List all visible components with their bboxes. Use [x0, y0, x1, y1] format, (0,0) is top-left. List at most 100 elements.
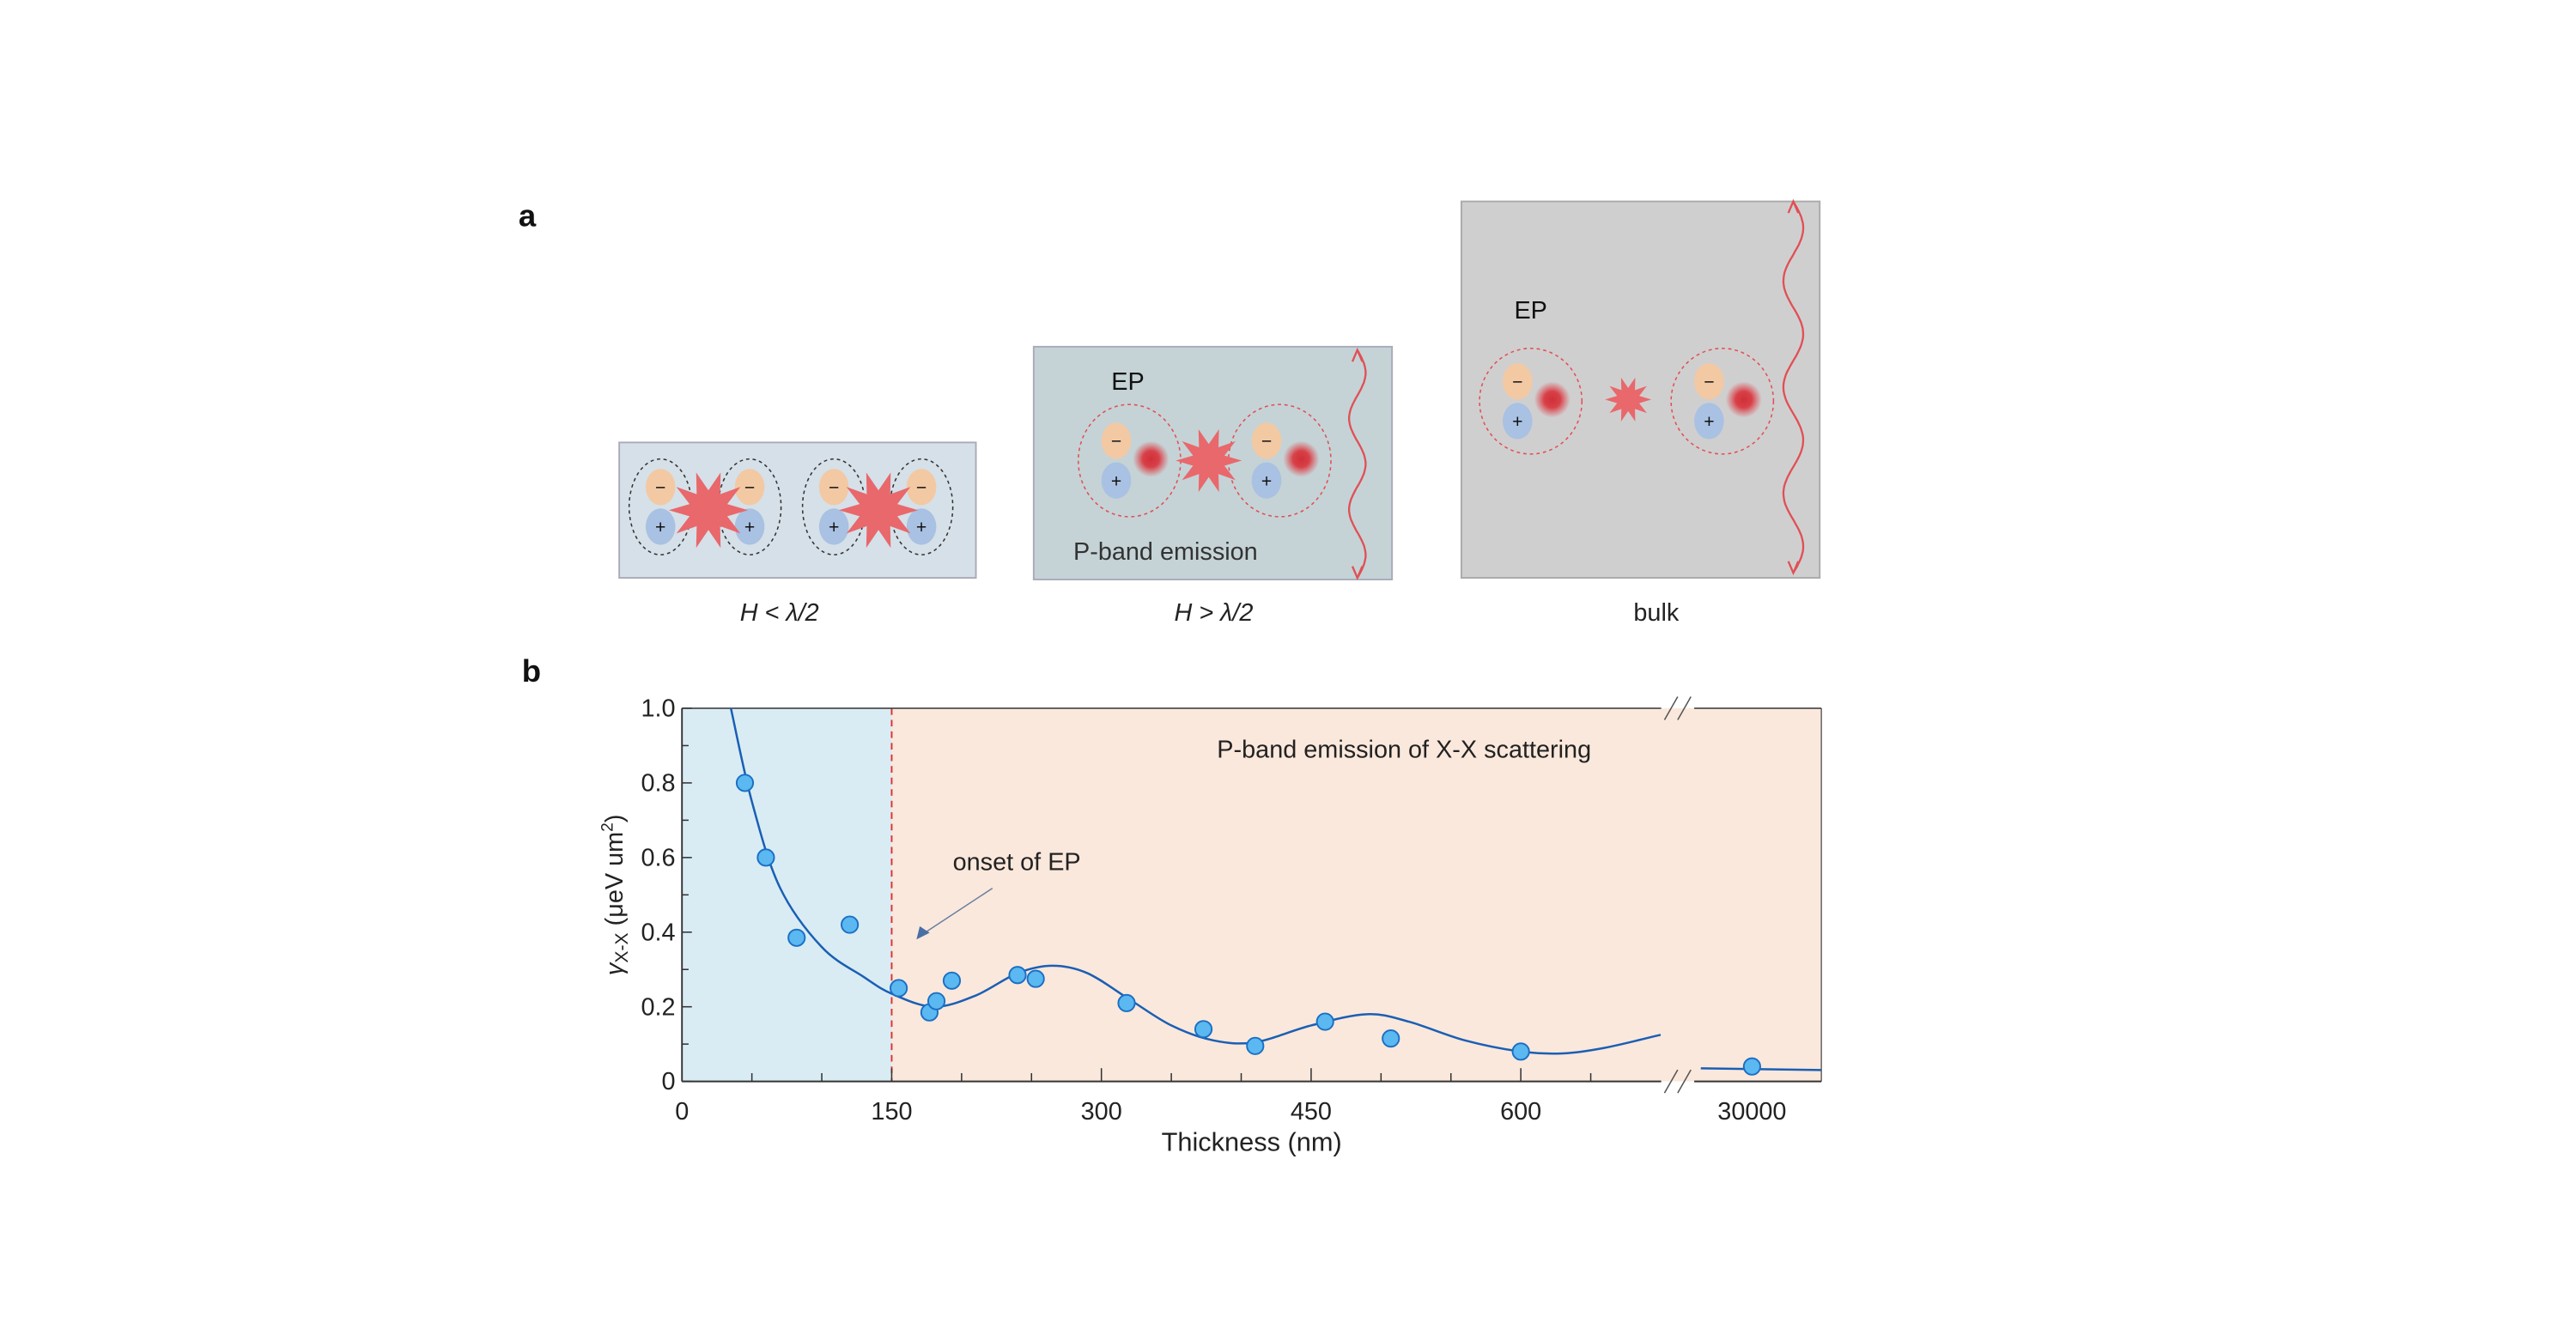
data-point — [1382, 1029, 1400, 1048]
minus-sign: − — [655, 478, 665, 498]
axis-break-icon — [1663, 696, 1692, 720]
y-axis-label: γX-X (μeV um2) — [598, 815, 631, 976]
minus-sign: − — [1111, 432, 1121, 452]
data-point — [1315, 1012, 1334, 1031]
plus-sign: + — [1111, 471, 1121, 491]
hole-icon — [645, 508, 676, 545]
plus-sign: + — [1261, 471, 1272, 491]
hole-icon — [906, 508, 937, 545]
hole-icon — [1503, 403, 1533, 440]
panel-thin-film: −+−+−+−+ H < λ/2 — [618, 441, 977, 627]
minus-sign: − — [1261, 432, 1272, 452]
y-tick-label: 0.6 — [641, 844, 675, 871]
data-point — [1008, 966, 1027, 985]
p-band-emission-label: P-band emission — [1073, 538, 1258, 566]
fit-curve-bulk — [1700, 1067, 1822, 1071]
data-point — [1194, 1020, 1213, 1039]
x-tick-label: 300 — [1081, 1098, 1122, 1126]
minus-sign: − — [1704, 373, 1714, 392]
region-annotation: P-band emission of X-X scattering — [1217, 737, 1591, 764]
data-point — [1117, 993, 1136, 1012]
exciton: −+ — [717, 458, 782, 555]
electron-icon — [1694, 363, 1724, 400]
scattering-burst-icon — [668, 472, 749, 549]
data-point — [735, 774, 755, 792]
exciton: −+ — [1228, 404, 1332, 518]
y-tick-label: 0.4 — [641, 919, 675, 946]
exciton-boundary — [1479, 348, 1583, 455]
hole-icon — [1251, 462, 1282, 499]
data-point — [927, 992, 946, 1010]
hole-icon — [1694, 403, 1724, 440]
exciton: −+ — [1078, 404, 1182, 518]
data-point — [756, 848, 775, 867]
onset-annotation: onset of EP — [953, 848, 1081, 876]
minus-sign: − — [1512, 373, 1522, 392]
onset-arrow — [916, 887, 993, 940]
exciton: −+ — [1479, 348, 1583, 455]
chart: 0 150 300 450 600 30000 0 0.2 0.4 0.6 0.8 1.0 P-ban… — [598, 695, 1822, 1156]
electron-icon — [1503, 363, 1533, 400]
region-below-threshold — [682, 708, 892, 1082]
plus-sign: + — [655, 518, 665, 537]
plus-sign: + — [916, 518, 927, 537]
caption-bulk: bulk — [1633, 599, 1679, 627]
photon-glow-icon — [1133, 440, 1170, 477]
scattering-burst-icon — [1605, 377, 1652, 422]
hole-icon — [818, 508, 849, 545]
plus-sign: + — [1704, 412, 1714, 432]
hole-icon — [1101, 462, 1132, 499]
data-point — [1026, 969, 1045, 988]
x-tick-label: 0 — [675, 1098, 689, 1126]
minus-sign: − — [829, 478, 839, 498]
data-point — [787, 928, 806, 947]
panel-bulk: EP −+−+ bulk — [1460, 198, 1821, 627]
plus-sign: + — [744, 518, 755, 537]
data-point — [942, 971, 962, 990]
y-tick-label: 1.0 — [641, 695, 675, 723]
electron-icon — [906, 469, 937, 506]
exciton: −+ — [801, 458, 866, 555]
data-point — [841, 915, 860, 934]
scattering-burst-icon — [838, 472, 919, 549]
exciton: −+ — [1670, 348, 1775, 455]
photon-glow-icon — [1534, 381, 1571, 418]
exciton: −+ — [628, 458, 693, 555]
y-tick-label: 0.8 — [641, 770, 675, 798]
panel-b-letter: b — [522, 653, 541, 689]
axis-break-icon — [1663, 1069, 1692, 1094]
x-tick-label: 600 — [1500, 1098, 1541, 1126]
data-point — [890, 979, 908, 998]
photon-wave — [1348, 347, 1367, 581]
ep-label: EP — [1514, 297, 1546, 325]
scattering-burst-icon — [1176, 429, 1242, 493]
data-point — [1742, 1057, 1761, 1076]
caption-thin: H < λ/2 — [740, 599, 819, 627]
caption-thick: H > λ/2 — [1175, 599, 1254, 627]
exciton-boundary — [1670, 348, 1775, 455]
photon-wave — [1782, 198, 1805, 576]
x-tick-label: 30000 — [1717, 1098, 1786, 1126]
plus-sign: + — [829, 518, 839, 537]
data-point — [1246, 1036, 1265, 1055]
data-point — [1511, 1042, 1530, 1061]
electron-icon — [1101, 422, 1132, 459]
x-axis-label: Thickness (nm) — [1162, 1126, 1342, 1156]
panel-thick-film: EP P-band emission −+−+ H > λ/2 — [1032, 345, 1394, 627]
panel-a-letter: a — [519, 197, 537, 233]
x-tick-label: 450 — [1291, 1098, 1332, 1126]
y-tick-label: 0.2 — [641, 993, 675, 1021]
region-p-band — [891, 708, 1822, 1082]
hole-icon — [734, 508, 765, 545]
photon-glow-icon — [1725, 381, 1762, 418]
electron-icon — [818, 469, 849, 506]
ep-label: EP — [1111, 368, 1144, 396]
electron-icon — [645, 469, 676, 506]
photon-glow-icon — [1283, 440, 1320, 477]
plus-sign: + — [1512, 412, 1522, 432]
minus-sign: − — [744, 478, 755, 498]
electron-icon — [1251, 422, 1282, 459]
electron-icon — [734, 469, 765, 506]
minus-sign: − — [916, 478, 927, 498]
